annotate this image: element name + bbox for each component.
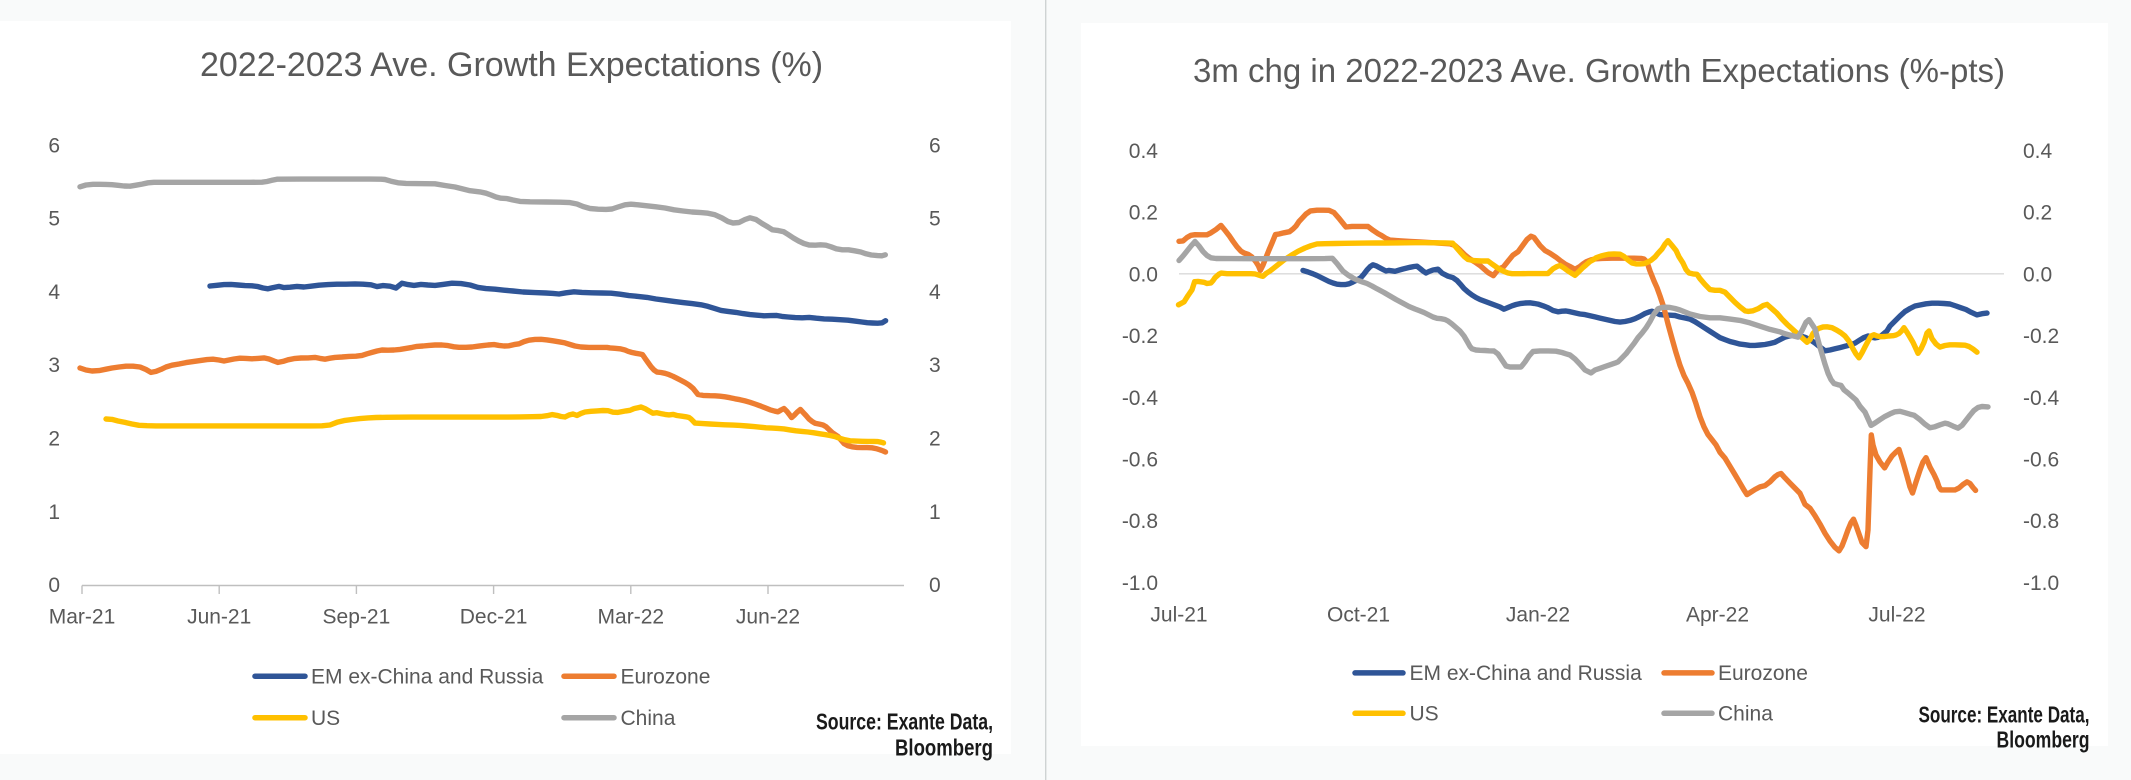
- svg-text:Source: Exante Data,: Source: Exante Data,: [1919, 702, 2090, 728]
- svg-text:1: 1: [48, 501, 60, 524]
- svg-text:3: 3: [48, 354, 60, 377]
- svg-text:Source: Exante Data,: Source: Exante Data,: [816, 709, 993, 735]
- svg-text:2022-2023 Ave. Growth Expectat: 2022-2023 Ave. Growth Expectations (%): [200, 46, 823, 84]
- svg-text:-0.8: -0.8: [2023, 510, 2059, 533]
- svg-text:0.0: 0.0: [2023, 263, 2052, 286]
- svg-text:Jun-22: Jun-22: [736, 605, 800, 628]
- svg-text:0.0: 0.0: [1129, 263, 1158, 286]
- svg-text:0.2: 0.2: [2023, 202, 2052, 225]
- svg-text:2: 2: [48, 428, 60, 451]
- svg-text:6: 6: [929, 134, 941, 157]
- svg-text:-0.2: -0.2: [2023, 325, 2059, 348]
- svg-text:Bloomberg: Bloomberg: [1997, 727, 2090, 753]
- svg-text:Bloomberg: Bloomberg: [895, 735, 993, 761]
- svg-text:0: 0: [929, 574, 941, 597]
- svg-text:6: 6: [48, 134, 60, 157]
- svg-text:-0.6: -0.6: [2023, 449, 2059, 472]
- svg-text:Jul-22: Jul-22: [1868, 604, 1925, 627]
- svg-text:China: China: [1718, 703, 1773, 726]
- svg-text:0.4: 0.4: [2023, 140, 2053, 163]
- svg-text:EM ex-China and Russia: EM ex-China and Russia: [1410, 662, 1643, 685]
- svg-text:-0.2: -0.2: [1122, 325, 1158, 348]
- svg-text:Jul-21: Jul-21: [1150, 604, 1207, 627]
- svg-text:0: 0: [48, 574, 60, 597]
- svg-text:5: 5: [929, 208, 941, 231]
- svg-text:-0.8: -0.8: [1122, 510, 1158, 533]
- svg-text:-0.4: -0.4: [1122, 387, 1159, 410]
- svg-text:EM ex-China and Russia: EM ex-China and Russia: [311, 666, 544, 689]
- svg-text:1: 1: [929, 501, 941, 524]
- svg-text:Dec-21: Dec-21: [460, 605, 528, 628]
- svg-text:Jan-22: Jan-22: [1506, 604, 1570, 627]
- svg-text:Jun-21: Jun-21: [187, 605, 251, 628]
- svg-text:3m chg in 2022-2023 Ave. Growt: 3m chg in 2022-2023 Ave. Growth Expectat…: [1193, 52, 2005, 89]
- svg-text:Oct-21: Oct-21: [1327, 604, 1390, 627]
- svg-text:-0.6: -0.6: [1122, 449, 1158, 472]
- svg-text:-0.4: -0.4: [2023, 387, 2060, 410]
- svg-text:Mar-21: Mar-21: [49, 605, 116, 628]
- svg-text:Mar-22: Mar-22: [598, 605, 665, 628]
- svg-text:-1.0: -1.0: [2023, 572, 2059, 595]
- svg-text:Eurozone: Eurozone: [1718, 662, 1808, 685]
- svg-text:0.2: 0.2: [1129, 202, 1158, 225]
- svg-text:3: 3: [929, 354, 941, 377]
- svg-text:4: 4: [48, 281, 60, 304]
- svg-text:Sep-21: Sep-21: [323, 605, 391, 628]
- svg-text:US: US: [311, 707, 340, 730]
- svg-text:4: 4: [929, 281, 941, 304]
- svg-text:Eurozone: Eurozone: [621, 666, 711, 689]
- svg-text:US: US: [1410, 703, 1439, 726]
- svg-text:5: 5: [48, 208, 60, 231]
- svg-text:Apr-22: Apr-22: [1686, 604, 1749, 627]
- svg-text:0.4: 0.4: [1129, 140, 1159, 163]
- svg-text:China: China: [621, 707, 676, 730]
- svg-text:-1.0: -1.0: [1122, 572, 1158, 595]
- svg-text:2: 2: [929, 428, 941, 451]
